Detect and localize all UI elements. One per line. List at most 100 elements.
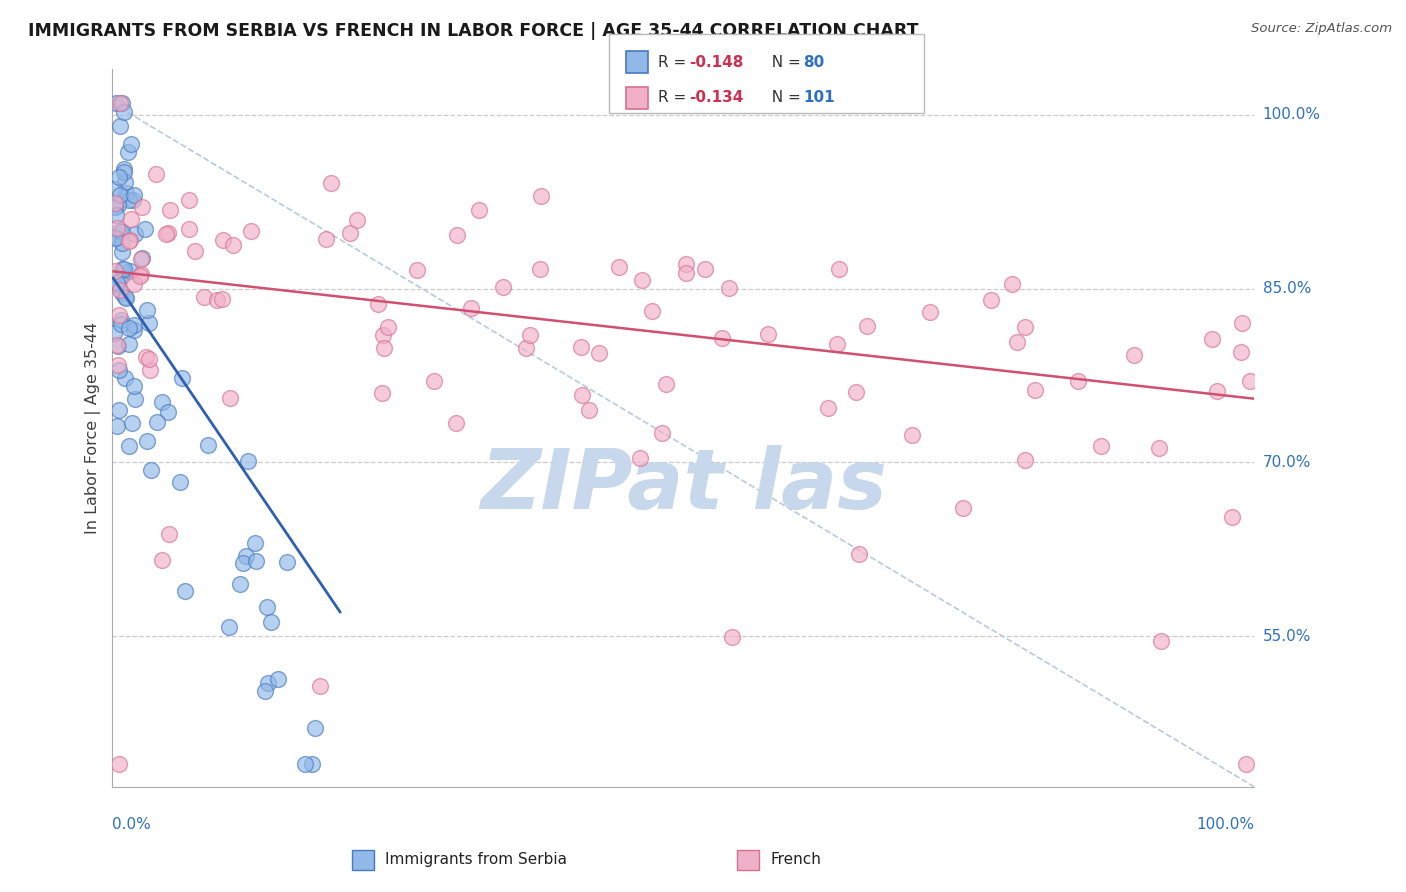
Point	[631, 273, 654, 287]
Point	[112, 262, 135, 277]
Text: 70.0%: 70.0%	[1263, 455, 1310, 470]
Point	[406, 263, 429, 277]
Point	[346, 212, 368, 227]
Point	[136, 303, 159, 318]
Point	[159, 202, 181, 217]
Point	[193, 290, 215, 304]
Text: Immigrants from Serbia: Immigrants from Serbia	[385, 853, 567, 867]
Point	[460, 301, 482, 315]
Point	[918, 304, 941, 318]
Point	[118, 321, 141, 335]
Text: IMMIGRANTS FROM SERBIA VS FRENCH IN LABOR FORCE | AGE 35-44 CORRELATION CHART: IMMIGRANTS FROM SERBIA VS FRENCH IN LABO…	[28, 22, 918, 40]
Point	[111, 285, 134, 300]
Point	[1230, 345, 1253, 359]
Point	[308, 679, 330, 693]
Point	[115, 292, 138, 306]
Text: 55.0%: 55.0%	[1263, 629, 1310, 644]
Point	[315, 231, 337, 245]
Point	[128, 269, 150, 284]
Point	[150, 553, 173, 567]
Point	[238, 454, 260, 468]
Point	[107, 308, 129, 322]
Point	[844, 385, 866, 400]
Point	[1090, 439, 1112, 453]
Point	[103, 200, 125, 214]
Point	[222, 238, 245, 252]
Point	[131, 251, 153, 265]
Point	[205, 293, 228, 307]
Point	[108, 402, 131, 417]
Point	[1234, 756, 1257, 771]
Point	[952, 500, 974, 515]
Point	[444, 416, 467, 430]
Point	[257, 675, 280, 690]
Point	[655, 377, 678, 392]
Point	[105, 338, 128, 352]
Point	[115, 186, 138, 200]
Point	[1230, 316, 1253, 330]
Point	[717, 280, 740, 294]
Point	[254, 684, 277, 698]
Point	[1149, 441, 1171, 455]
Point	[240, 224, 263, 238]
Point	[121, 416, 143, 430]
Point	[122, 188, 145, 202]
Point	[105, 221, 128, 235]
Point	[110, 317, 132, 331]
Point	[145, 167, 167, 181]
Point	[515, 341, 537, 355]
Point	[104, 231, 127, 245]
Point	[117, 193, 139, 207]
Point	[371, 385, 394, 400]
Point	[492, 280, 515, 294]
Point	[124, 318, 146, 333]
Text: N =: N =	[762, 90, 806, 105]
Point	[675, 257, 697, 271]
Point	[114, 175, 136, 189]
Point	[825, 336, 848, 351]
Point	[108, 119, 131, 133]
Point	[980, 293, 1002, 307]
Point	[276, 555, 298, 569]
Point	[711, 331, 734, 345]
Point	[848, 547, 870, 561]
Point	[260, 615, 283, 630]
Point	[139, 363, 162, 377]
Point	[134, 222, 156, 236]
Point	[111, 261, 134, 276]
Point	[120, 212, 142, 227]
Point	[607, 260, 630, 274]
Point	[519, 328, 541, 343]
Point	[124, 392, 146, 406]
Point	[120, 136, 142, 151]
Point	[118, 234, 141, 248]
Text: R =: R =	[658, 54, 692, 70]
Text: -0.148: -0.148	[689, 54, 744, 70]
Point	[138, 351, 160, 366]
Point	[446, 227, 468, 242]
Point	[108, 756, 131, 771]
Point	[174, 583, 197, 598]
Point	[157, 526, 180, 541]
Point	[118, 264, 141, 278]
Point	[218, 620, 240, 634]
Point	[105, 208, 128, 222]
Point	[693, 261, 716, 276]
Text: French: French	[770, 853, 821, 867]
Point	[112, 161, 135, 176]
Text: 101: 101	[803, 90, 834, 105]
Point	[900, 427, 922, 442]
Point	[1239, 374, 1261, 388]
Point	[169, 475, 191, 489]
Point	[530, 189, 553, 203]
Point	[110, 235, 132, 250]
Point	[105, 277, 128, 292]
Point	[122, 323, 145, 337]
Point	[118, 337, 141, 351]
Point	[212, 234, 235, 248]
Point	[1220, 509, 1243, 524]
Point	[111, 269, 134, 284]
Point	[138, 316, 160, 330]
Point	[304, 721, 326, 735]
Point	[110, 313, 132, 327]
